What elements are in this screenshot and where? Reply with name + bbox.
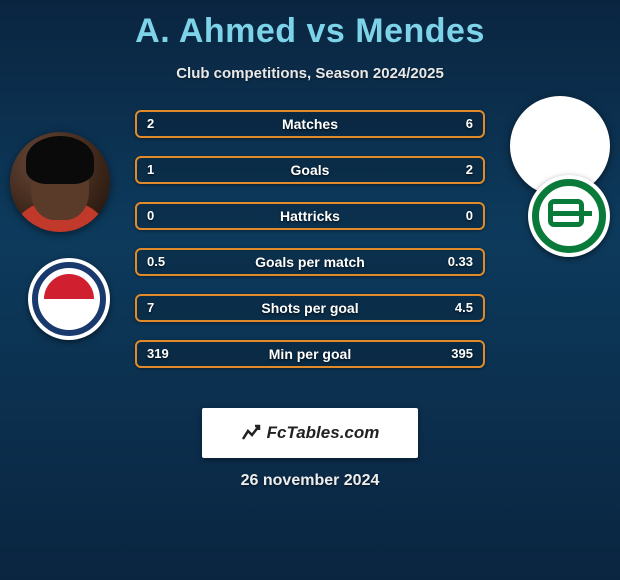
comparison-stage: 2 Matches 6 1 Goals 2 0 Hattricks 0 0.5 …	[0, 110, 620, 390]
stat-label: Goals per match	[137, 250, 483, 274]
club-right-crest	[528, 175, 610, 257]
stat-right-value: 6	[456, 112, 483, 136]
page-title: A. Ahmed vs Mendes	[0, 0, 620, 51]
brand-logo-icon	[241, 423, 261, 443]
stat-right-value: 0.33	[438, 250, 483, 274]
stat-row-matches: 2 Matches 6	[135, 110, 485, 138]
brand-text: FcTables.com	[267, 423, 380, 443]
subtitle: Club competitions, Season 2024/2025	[0, 65, 620, 82]
stat-label: Hattricks	[137, 204, 483, 228]
stat-right-value: 2	[456, 158, 483, 182]
stat-row-goals: 1 Goals 2	[135, 156, 485, 184]
brand-badge: FcTables.com	[202, 408, 418, 458]
stat-label: Min per goal	[137, 342, 483, 366]
date-text: 26 november 2024	[0, 472, 620, 490]
stat-row-shots-per-goal: 7 Shots per goal 4.5	[135, 294, 485, 322]
stat-row-min-per-goal: 319 Min per goal 395	[135, 340, 485, 368]
stat-label: Goals	[137, 158, 483, 182]
stat-label: Matches	[137, 112, 483, 136]
stat-right-value: 4.5	[445, 296, 483, 320]
stat-row-goals-per-match: 0.5 Goals per match 0.33	[135, 248, 485, 276]
club-left-crest	[28, 258, 110, 340]
stat-row-hattricks: 0 Hattricks 0	[135, 202, 485, 230]
stat-bars: 2 Matches 6 1 Goals 2 0 Hattricks 0 0.5 …	[135, 110, 485, 386]
player-left-avatar	[10, 132, 110, 232]
stat-right-value: 395	[441, 342, 483, 366]
stat-right-value: 0	[456, 204, 483, 228]
stat-label: Shots per goal	[137, 296, 483, 320]
